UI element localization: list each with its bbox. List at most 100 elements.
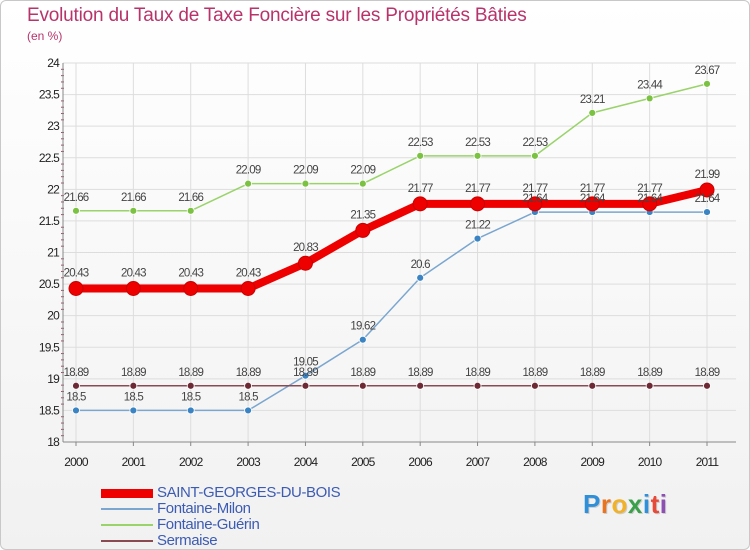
series-point bbox=[531, 151, 539, 160]
y-tick-label: 22.5 bbox=[39, 151, 60, 165]
data-label: 18.89 bbox=[293, 367, 318, 379]
data-label: 18.89 bbox=[236, 367, 261, 379]
data-label: 18.5 bbox=[238, 391, 258, 403]
data-label: 21.22 bbox=[465, 220, 490, 232]
series-point bbox=[240, 281, 256, 297]
data-label: 21.77 bbox=[637, 183, 662, 195]
series-point bbox=[416, 151, 425, 160]
x-tick-label: 2009 bbox=[581, 455, 606, 469]
data-label: 20.83 bbox=[293, 242, 318, 254]
logo-letter: x bbox=[627, 489, 643, 519]
data-label: 19.05 bbox=[293, 357, 318, 369]
series-point bbox=[358, 335, 367, 344]
data-label: 18.5 bbox=[66, 391, 86, 403]
line-chart: 18 18.5 19 19.5 20 20.5 21 21.5 22 22.5 23 23.5 24 20… bbox=[39, 56, 736, 469]
data-label: 21.64 bbox=[580, 193, 606, 205]
series-point bbox=[588, 109, 597, 117]
x-tick-label: 2011 bbox=[696, 455, 720, 469]
data-label: 22.53 bbox=[523, 137, 548, 149]
y-tick-label: 18 bbox=[47, 435, 60, 449]
data-label: 21.64 bbox=[637, 193, 663, 205]
series-point bbox=[301, 381, 310, 390]
legend-label: Sermaise bbox=[157, 532, 218, 549]
data-label: 18.89 bbox=[121, 367, 146, 379]
x-tick-label: 2007 bbox=[466, 455, 491, 469]
y-tick-label: 21.5 bbox=[39, 214, 60, 228]
data-label: 23.67 bbox=[695, 65, 720, 77]
y-tick-label: 20 bbox=[47, 309, 60, 323]
data-label: 18.5 bbox=[124, 391, 144, 403]
chart-title: Evolution du Taux de Taxe Foncière sur l… bbox=[27, 5, 527, 26]
legend-swatch bbox=[101, 508, 153, 510]
series-point bbox=[244, 406, 252, 415]
series-point bbox=[125, 281, 141, 297]
series-point bbox=[183, 281, 199, 297]
series-point bbox=[642, 196, 658, 212]
series-point bbox=[645, 94, 654, 103]
data-label: 21.66 bbox=[64, 192, 89, 204]
series-point bbox=[703, 208, 711, 216]
series-point bbox=[473, 234, 482, 243]
data-label: 20.43 bbox=[64, 268, 89, 280]
y-tick-label: 19 bbox=[47, 372, 60, 386]
data-label: 22.53 bbox=[465, 137, 490, 149]
data-label: 18.89 bbox=[350, 367, 375, 379]
data-label: 18.89 bbox=[178, 367, 203, 379]
x-tick-label: 2008 bbox=[523, 455, 548, 469]
data-label: 21.77 bbox=[523, 183, 548, 195]
data-labels: 20.43 20.43 20.43 20.43 20.83 21.35 21.77 21.77… bbox=[64, 65, 722, 404]
series-point bbox=[301, 179, 310, 188]
data-label: 18.89 bbox=[465, 367, 490, 379]
series-point bbox=[412, 196, 428, 212]
data-label: 23.44 bbox=[637, 79, 663, 91]
data-label: 21.77 bbox=[465, 183, 490, 195]
series-point bbox=[186, 206, 195, 215]
data-label: 19.62 bbox=[350, 321, 375, 333]
series-point bbox=[68, 281, 84, 297]
x-tick-label: 2000 bbox=[64, 455, 89, 469]
series-point bbox=[416, 381, 425, 390]
y-tick-label: 21 bbox=[47, 246, 60, 260]
series-point bbox=[129, 206, 138, 215]
series-point bbox=[645, 381, 654, 390]
logo-letter: i bbox=[642, 489, 651, 519]
series-layer bbox=[68, 79, 715, 415]
data-label: 20.43 bbox=[178, 268, 203, 280]
data-label: 21.77 bbox=[580, 183, 605, 195]
data-label: 23.21 bbox=[580, 94, 605, 106]
logo-letter: o bbox=[611, 489, 628, 519]
data-label: 18.89 bbox=[64, 367, 89, 379]
data-label: 18.89 bbox=[408, 367, 433, 379]
series-point bbox=[358, 381, 367, 390]
series-point bbox=[416, 273, 425, 282]
data-label: 22.09 bbox=[236, 165, 261, 177]
series-point bbox=[531, 381, 539, 390]
legend-label: SAINT-GEORGES-DU-BOIS bbox=[157, 484, 341, 501]
data-label: 22.09 bbox=[350, 165, 375, 177]
data-label: 21.66 bbox=[121, 192, 146, 204]
series-point bbox=[244, 381, 252, 390]
legend-swatch bbox=[101, 540, 153, 542]
data-label: 18.89 bbox=[523, 367, 548, 379]
series-point bbox=[358, 179, 367, 188]
x-tick-label: 2002 bbox=[179, 455, 204, 469]
logo-letter: P bbox=[583, 489, 601, 519]
data-label: 21.66 bbox=[178, 192, 203, 204]
series-point bbox=[129, 381, 138, 390]
series-point bbox=[703, 381, 711, 390]
x-tick-label: 2004 bbox=[294, 455, 319, 469]
series-point bbox=[301, 371, 310, 380]
series-point bbox=[473, 151, 482, 160]
logo-letter: t bbox=[650, 489, 660, 519]
y-tick-label: 23.5 bbox=[39, 88, 60, 102]
data-label: 21.99 bbox=[695, 169, 720, 181]
data-label: 18.89 bbox=[637, 367, 662, 379]
data-label: 22.53 bbox=[408, 137, 433, 149]
logo-letter: i bbox=[659, 489, 668, 519]
series-point bbox=[527, 196, 543, 212]
series-point bbox=[129, 406, 138, 415]
series-point bbox=[72, 406, 80, 415]
grid-lines bbox=[63, 62, 736, 443]
data-label: 21.64 bbox=[523, 193, 549, 205]
